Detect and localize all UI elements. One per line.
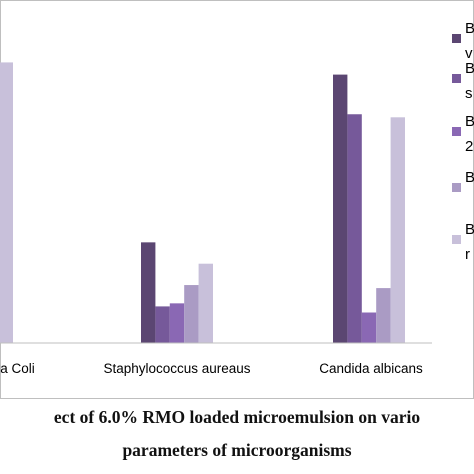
bar-series-5-category-2 (198, 263, 213, 343)
category-labels: ia Coli Staphylococcus aureaus Candida alb… (0, 361, 423, 376)
legend-swatch (452, 183, 461, 192)
legend-label-continuation: s (465, 85, 473, 102)
bar-series-3-category-3 (361, 312, 377, 343)
chart: ia Coli Staphylococcus aureaus Candida alb… (0, 0, 474, 399)
bar-series-3-category-2 (169, 303, 185, 343)
figure-caption-line-1: ect of 6.0% RMO loaded microemulsion on … (53, 407, 421, 427)
figure-caption-line-2: parameters of microorganisms (122, 440, 352, 460)
legend-swatch (452, 235, 461, 244)
legend-label: B (465, 113, 474, 130)
legend-label: B (465, 20, 474, 37)
legend-swatch (452, 127, 461, 136)
legend-swatch (452, 34, 461, 43)
bar-series-4-category-2 (184, 285, 199, 343)
legend-label: B (465, 60, 474, 77)
bar-series-5-category-3 (390, 117, 405, 343)
bar-series-2-category-2 (155, 306, 170, 343)
bar-series-2-category-3 (347, 114, 362, 343)
category-label: ia Coli (0, 361, 35, 376)
category-label: Staphylococcus aureaus (103, 361, 250, 376)
legend-label-continuation: 2 (465, 138, 473, 155)
legend-label: B (465, 221, 474, 238)
legend-label-continuation: r (465, 246, 470, 263)
bar-series-5-category-1 (0, 62, 13, 344)
bar-series-4-category-3 (376, 288, 391, 343)
category-label: Candida albicans (319, 361, 423, 376)
bars (0, 62, 405, 344)
legend-label: B (465, 169, 474, 186)
bar-series-1-category-3 (333, 74, 348, 343)
legend-label-continuation: v (465, 45, 473, 62)
legend-swatch (452, 74, 461, 83)
bar-series-1-category-2 (141, 242, 156, 343)
